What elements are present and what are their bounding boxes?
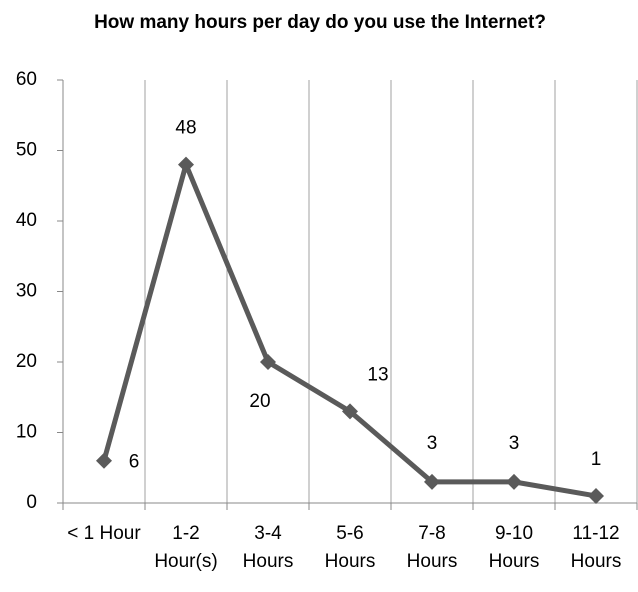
line bbox=[101, 162, 597, 499]
x-tick-label: 1-2 Hour(s) bbox=[154, 523, 218, 572]
x-tick-label: 5-6 Hours bbox=[324, 523, 376, 572]
x-tick-label: < 1 Hour bbox=[67, 523, 141, 544]
data-label: 3 bbox=[509, 433, 520, 454]
data-label: 48 bbox=[175, 118, 196, 139]
y-tick-label: 40 bbox=[16, 210, 37, 231]
marker bbox=[424, 473, 440, 490]
y-tick-label: 10 bbox=[16, 422, 37, 443]
data-label: 6 bbox=[129, 452, 140, 473]
y-tick-label: 20 bbox=[16, 351, 37, 372]
y-tick-label: 50 bbox=[16, 140, 37, 161]
chart-title: How many hours per day do you use the In… bbox=[94, 12, 546, 33]
x-tick-label: 11-12 Hours bbox=[570, 523, 622, 572]
marker bbox=[260, 354, 276, 370]
data-label: 13 bbox=[367, 364, 388, 385]
marker bbox=[588, 487, 604, 504]
y-tick-label: 0 bbox=[26, 492, 37, 513]
data-label: 20 bbox=[249, 391, 270, 412]
y-tick-label: 30 bbox=[16, 281, 37, 302]
x-tick-label: 9-10 Hours bbox=[488, 523, 540, 572]
y-tick-label: 60 bbox=[16, 69, 37, 90]
marker bbox=[506, 473, 522, 490]
data-label: 1 bbox=[591, 449, 602, 470]
x-tick-label: 3-4 Hours bbox=[242, 523, 294, 572]
data-label: 3 bbox=[427, 433, 438, 454]
marker bbox=[342, 403, 358, 420]
marker bbox=[96, 452, 112, 469]
x-tick-label: 7-8 Hours bbox=[406, 523, 458, 572]
marker bbox=[178, 156, 194, 173]
